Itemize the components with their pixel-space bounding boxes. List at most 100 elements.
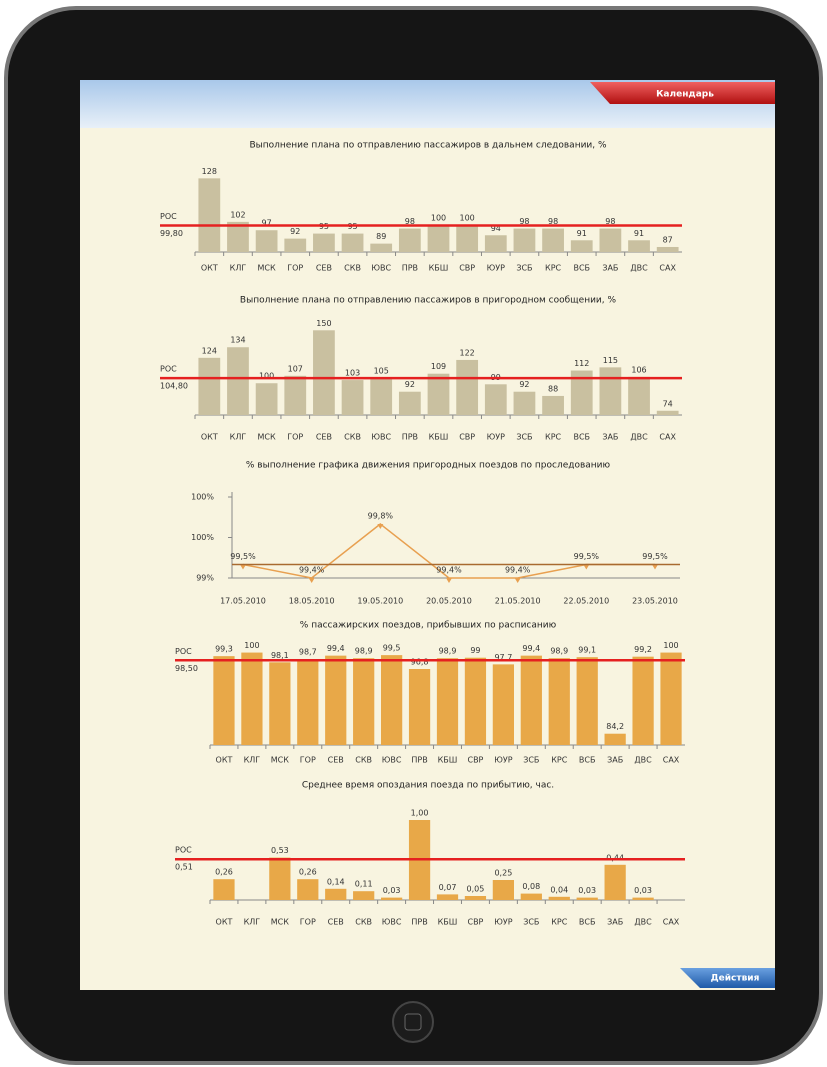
bar bbox=[325, 888, 347, 900]
bar bbox=[297, 879, 319, 900]
value-label: 106 bbox=[631, 365, 646, 374]
header-button[interactable]: Календарь bbox=[656, 90, 714, 100]
value-label: 98,7 bbox=[299, 648, 317, 657]
x-tick-label: 20.05.2010 bbox=[426, 597, 472, 606]
bar bbox=[269, 662, 291, 745]
value-label: 99,8% bbox=[368, 512, 394, 521]
x-tick-label: КРС bbox=[551, 756, 568, 765]
bar bbox=[269, 857, 291, 900]
bar bbox=[484, 384, 507, 415]
x-tick-label: ОКТ bbox=[216, 756, 233, 765]
value-label: 112 bbox=[574, 359, 589, 368]
value-label: 99,5% bbox=[230, 552, 256, 561]
x-tick-label: ДВС bbox=[634, 918, 652, 927]
y-tick-label: 99% bbox=[196, 574, 214, 583]
x-tick-label: КЛГ bbox=[230, 433, 247, 442]
bar bbox=[341, 380, 364, 415]
value-label: 122 bbox=[460, 348, 475, 357]
x-tick-label: ЗАБ bbox=[602, 433, 618, 442]
x-tick-label: СВР bbox=[459, 264, 475, 273]
x-tick-label: ЮВС bbox=[371, 433, 391, 442]
bar bbox=[353, 658, 375, 745]
x-tick-label: СКВ bbox=[344, 264, 361, 273]
x-tick-label: САХ bbox=[663, 918, 680, 927]
x-tick-label: КБШ bbox=[429, 433, 449, 442]
bar bbox=[599, 228, 622, 252]
x-tick-label: КЛГ bbox=[230, 264, 247, 273]
x-tick-label: СКВ bbox=[355, 918, 372, 927]
bar bbox=[398, 391, 421, 415]
x-tick-label: ЗСБ bbox=[523, 918, 539, 927]
x-tick-label: ДВС bbox=[630, 433, 648, 442]
point-marker bbox=[377, 524, 384, 529]
x-tick-label: КБШ bbox=[429, 264, 449, 273]
footer-tab[interactable] bbox=[680, 968, 775, 988]
bar bbox=[255, 230, 278, 252]
value-label: 100 bbox=[431, 214, 446, 223]
home-button[interactable] bbox=[392, 1001, 434, 1043]
value-label: 1,00 bbox=[411, 809, 429, 818]
bar bbox=[427, 373, 450, 415]
bar bbox=[628, 240, 650, 252]
reference-name: РОС bbox=[175, 647, 192, 656]
value-label: 98,9 bbox=[550, 647, 568, 656]
value-label: 99,4 bbox=[522, 644, 540, 653]
x-tick-label: 18.05.2010 bbox=[289, 597, 335, 606]
x-tick-label: ОКТ bbox=[201, 433, 218, 442]
x-tick-label: СЕВ bbox=[316, 433, 332, 442]
bar bbox=[604, 864, 626, 900]
footer-button[interactable]: Действия bbox=[711, 974, 760, 984]
bar bbox=[542, 228, 564, 252]
value-label: 87 bbox=[663, 235, 673, 244]
bar bbox=[520, 655, 542, 745]
bar bbox=[456, 225, 479, 252]
point-marker bbox=[446, 578, 452, 583]
x-tick-label: ПРВ bbox=[402, 264, 418, 273]
value-label: 0,04 bbox=[550, 885, 568, 894]
bar bbox=[381, 655, 403, 745]
x-tick-label: КЛГ bbox=[244, 918, 261, 927]
x-tick-label: ЮУР bbox=[487, 264, 506, 273]
value-label: 91 bbox=[634, 229, 644, 238]
bar bbox=[297, 659, 319, 745]
value-label: 0,03 bbox=[383, 886, 401, 895]
value-label: 99,5 bbox=[383, 644, 401, 653]
reference-label: 99,80 bbox=[160, 229, 183, 238]
x-tick-label: ГОР bbox=[287, 433, 303, 442]
x-tick-label: ПРВ bbox=[402, 433, 418, 442]
bar bbox=[370, 377, 393, 415]
value-label: 96,8 bbox=[411, 658, 429, 667]
bar bbox=[198, 178, 221, 252]
x-tick-label: ГОР bbox=[300, 756, 316, 765]
value-label: 134 bbox=[230, 336, 245, 345]
value-label: 97 bbox=[262, 219, 272, 228]
bar bbox=[492, 880, 514, 900]
x-tick-label: ЮУР bbox=[487, 433, 506, 442]
value-label: 0,25 bbox=[494, 869, 512, 878]
x-tick-label: СЕВ bbox=[328, 756, 344, 765]
chart-title: % пассажирских поездов, прибывших по рас… bbox=[300, 621, 557, 631]
bar bbox=[570, 370, 593, 415]
bar bbox=[241, 652, 263, 745]
value-label: 0,03 bbox=[578, 886, 596, 895]
bar bbox=[484, 235, 507, 252]
value-label: 0,26 bbox=[215, 868, 233, 877]
value-label: 99,3 bbox=[215, 645, 233, 654]
value-label: 100 bbox=[663, 641, 678, 650]
value-label: 0,53 bbox=[271, 846, 289, 855]
x-tick-label: ЮУР bbox=[494, 756, 513, 765]
x-tick-label: 17.05.2010 bbox=[220, 597, 266, 606]
value-label: 89 bbox=[376, 232, 386, 241]
x-tick-label: САХ bbox=[659, 264, 676, 273]
x-tick-label: КБШ bbox=[438, 918, 458, 927]
bar bbox=[456, 359, 479, 415]
value-label: 109 bbox=[431, 362, 446, 371]
x-tick-label: СЕВ bbox=[328, 918, 344, 927]
x-tick-label: СВР bbox=[467, 918, 483, 927]
header-tab[interactable] bbox=[590, 82, 775, 104]
value-label: 99,2 bbox=[634, 645, 652, 654]
value-label: 0,07 bbox=[439, 883, 457, 892]
bar bbox=[656, 410, 679, 415]
value-label: 98 bbox=[405, 217, 415, 226]
value-label: 92 bbox=[290, 227, 300, 236]
